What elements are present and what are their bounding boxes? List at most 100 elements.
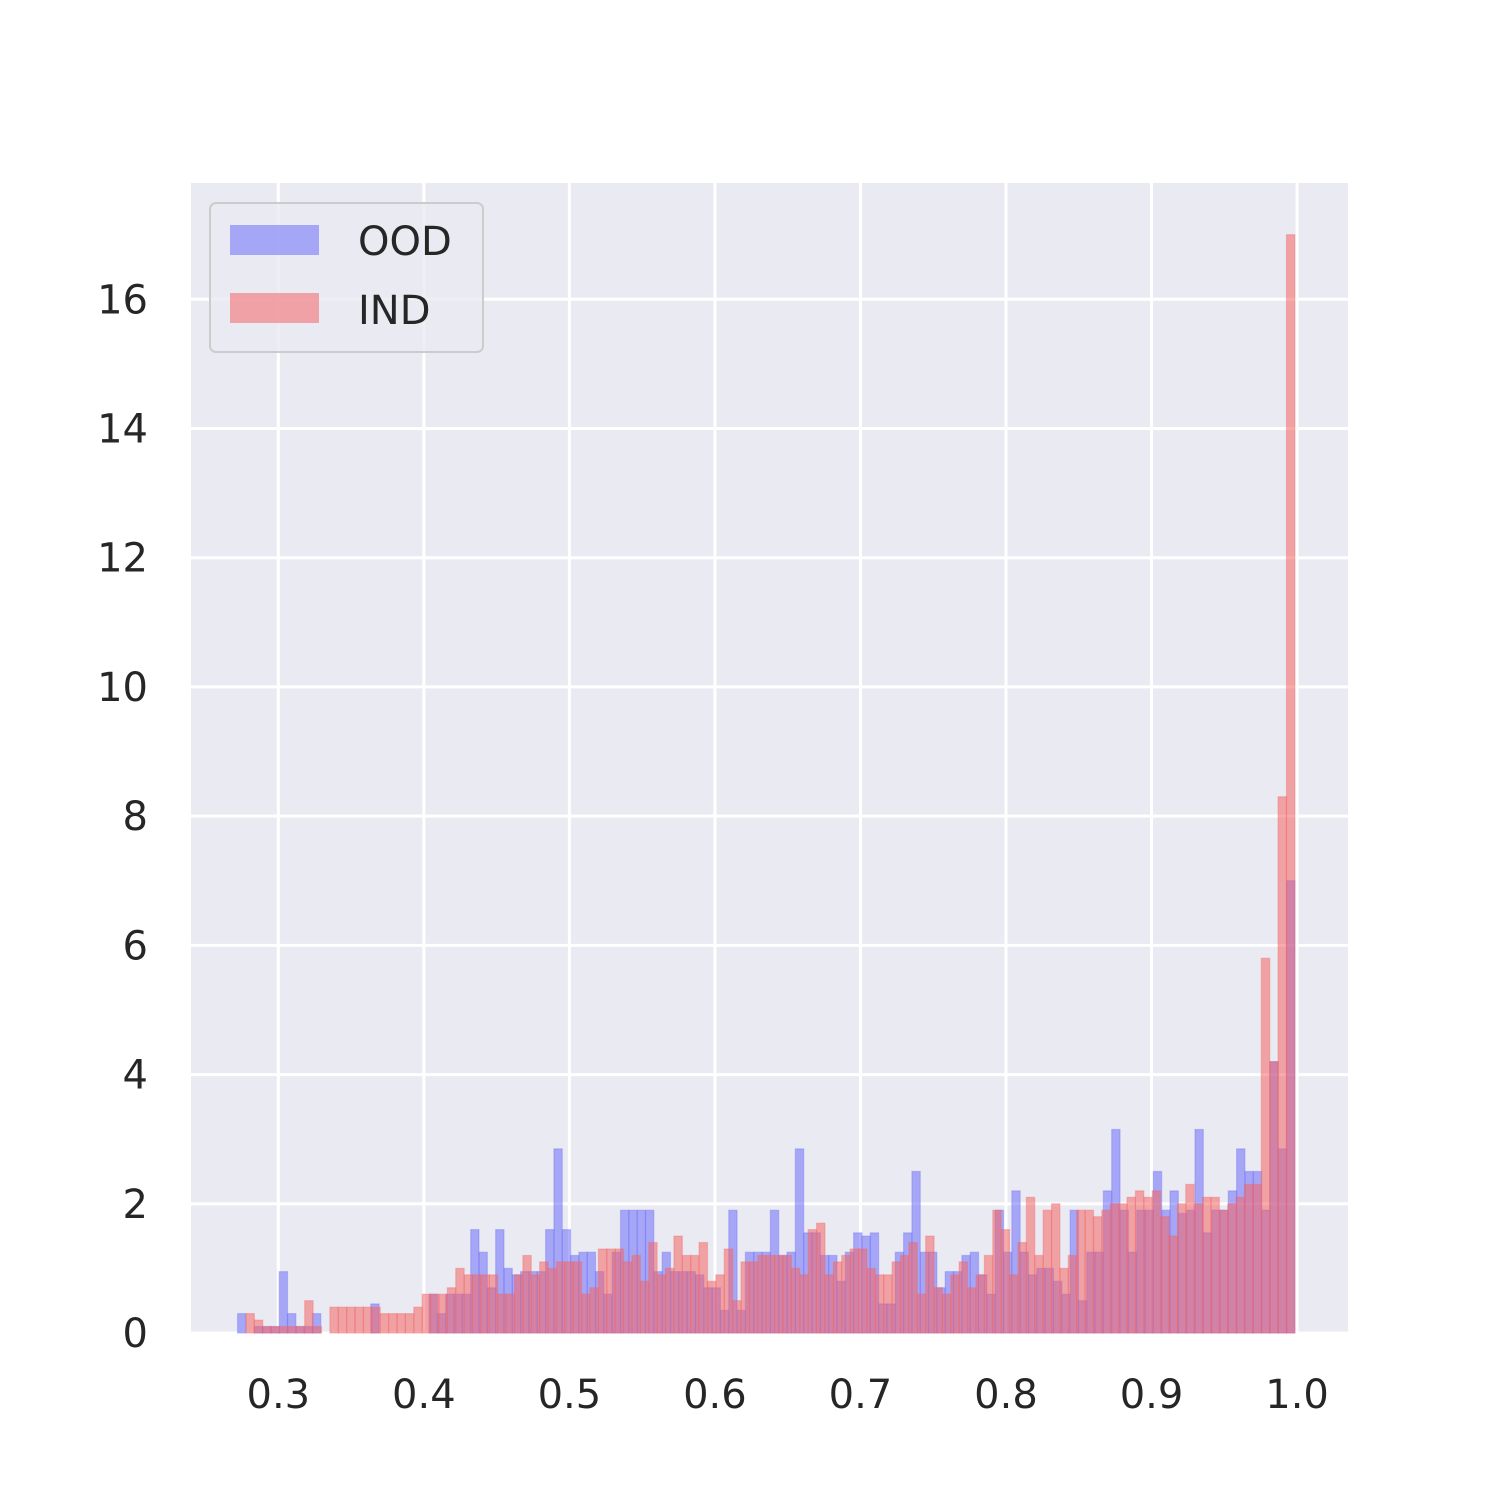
ind-bar [1025,1196,1036,1334]
y-tick-label: 0 [123,1311,148,1357]
ind-bar [614,1248,625,1334]
ind-bar [497,1293,507,1334]
ind-bar [388,1313,398,1334]
legend-ood-label: OOD [358,219,452,265]
ind-bar [329,1306,339,1334]
ind-bar [505,1293,516,1334]
ood-bar [278,1271,289,1334]
x-tick-label: 0.5 [538,1372,602,1418]
ind-bar [354,1306,365,1334]
ind-bar [757,1254,767,1334]
ind-bar [413,1306,423,1334]
ind-bar [631,1254,641,1334]
ind-bar [673,1235,683,1334]
x-axis-ticks: 0.3 0.4 0.5 0.6 0.7 0.8 0.9 1.0 [247,1372,1329,1418]
ind-bar [253,1319,264,1334]
ind-bar [304,1300,314,1334]
ind-bar [404,1313,415,1334]
ind-bar [429,1293,440,1334]
ind-bar [1243,1183,1254,1334]
ind-bar [648,1241,658,1334]
ind-bar [606,1248,616,1334]
ind-bar [312,1325,323,1334]
ind-bar [815,1222,826,1334]
ind-bar [723,1248,734,1334]
ind-bar [1193,1203,1204,1334]
ind-bar [958,1261,969,1334]
histogram-bars [236,234,1296,1334]
ind-bar [975,1274,986,1334]
y-tick-label: 2 [123,1182,148,1228]
ind-bar [1076,1209,1086,1334]
ind-bar [463,1274,474,1334]
ind-bar [1092,1216,1103,1334]
ind-bar [379,1313,390,1334]
ind-bar [1134,1190,1145,1334]
ind-bar [732,1300,742,1334]
ind-bar [849,1248,860,1334]
ind-bar [337,1306,348,1334]
ind-bar [471,1274,482,1334]
ind-bar [681,1254,692,1334]
ind-bar [1176,1203,1187,1334]
x-tick-label: 1.0 [1265,1372,1329,1418]
ind-bar [1109,1203,1120,1334]
y-axis-ticks: 0 2 4 6 8 10 12 14 16 [97,277,148,1357]
ind-bar [1151,1190,1162,1334]
ind-bar [1067,1254,1078,1334]
y-tick-label: 4 [123,1053,148,1099]
ind-bar [278,1325,289,1334]
ind-bar [1260,957,1271,1334]
ind-bar [941,1293,952,1334]
legend-ood-swatch [230,225,319,255]
ind-bar [1252,1183,1262,1334]
ood-bar [236,1313,247,1334]
ind-bar [807,1229,818,1334]
ind-bar [488,1274,499,1334]
ind-bar [1050,1203,1061,1334]
ind-bar [589,1287,599,1334]
ind-bar [1210,1196,1220,1334]
x-tick-label: 0.6 [683,1372,747,1418]
ind-bar [883,1274,893,1334]
ind-bar [555,1261,566,1334]
ind-bar [765,1254,776,1334]
ind-bar [891,1261,902,1334]
ind-bar [1235,1196,1246,1334]
ind-bar [513,1274,524,1334]
grid-lines [191,183,1348,1335]
ind-bar [740,1261,751,1334]
ind-bar [899,1254,910,1334]
ind-bar [1059,1267,1069,1334]
ind-bar [421,1293,432,1334]
y-tick-label: 10 [97,665,148,711]
ind-bar [698,1241,709,1334]
ind-bar [1118,1203,1128,1334]
ind-bar [790,1267,801,1334]
ind-bar [262,1325,272,1334]
ind-bar [857,1248,868,1334]
ind-bar [1160,1216,1170,1334]
ind-bar [748,1261,759,1334]
ind-bar [522,1254,532,1334]
ind-bar [270,1325,281,1334]
ind-bar [1185,1183,1195,1334]
plot-background [191,183,1348,1333]
ind-bar [572,1261,583,1334]
ind-bar [799,1274,809,1334]
ind-bar [992,1209,1002,1334]
x-tick-label: 0.9 [1120,1372,1184,1418]
legend-ind-swatch [230,293,319,323]
ind-bar [1227,1203,1237,1334]
ind-bar [547,1267,558,1334]
ind-bar [1168,1235,1179,1334]
y-tick-label: 8 [123,794,148,840]
ind-bar [1042,1209,1053,1334]
ind-bar [581,1293,591,1334]
ind-bar [664,1267,675,1334]
ind-bar [597,1248,608,1334]
ind-bar [480,1274,490,1334]
ind-bar [1008,1274,1019,1334]
ind-bar [656,1274,667,1334]
